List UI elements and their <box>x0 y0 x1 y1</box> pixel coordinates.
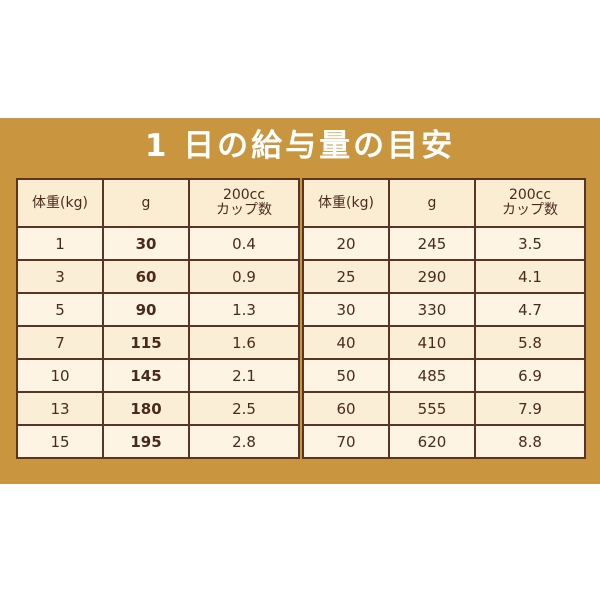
cell-grams: 410 <box>388 325 476 360</box>
cell-grams: 30 <box>102 226 190 261</box>
table-row: 10 145 2.1 <box>16 358 300 393</box>
cell-weight: 5 <box>16 292 104 327</box>
cell-cups: 0.4 <box>188 226 300 261</box>
cell-weight: 25 <box>302 259 390 294</box>
feeding-guide-panel: 1 日の給与量の目安 体重(kg) g 200cc カップ数 1 30 0.4 … <box>0 118 600 484</box>
cell-weight: 3 <box>16 259 104 294</box>
table-row: 20 245 3.5 <box>302 226 586 261</box>
cell-cups: 3.5 <box>474 226 586 261</box>
header-cups-line2: カップ数 <box>502 202 558 218</box>
cell-grams: 620 <box>388 424 476 459</box>
cell-grams: 245 <box>388 226 476 261</box>
table-row: 40 410 5.8 <box>302 325 586 360</box>
header-weight: 体重(kg) <box>16 178 104 228</box>
cell-grams: 290 <box>388 259 476 294</box>
cell-weight: 30 <box>302 292 390 327</box>
header-cups: 200cc カップ数 <box>474 178 586 228</box>
table-header-row: 体重(kg) g 200cc カップ数 <box>302 178 586 228</box>
table-row: 13 180 2.5 <box>16 391 300 426</box>
header-cups-line1: 200cc <box>508 187 552 203</box>
cell-grams: 195 <box>102 424 190 459</box>
cell-weight: 20 <box>302 226 390 261</box>
cell-grams: 145 <box>102 358 190 393</box>
table-row: 60 555 7.9 <box>302 391 586 426</box>
header-cups-line2: カップ数 <box>216 202 272 218</box>
cell-weight: 13 <box>16 391 104 426</box>
cell-weight: 1 <box>16 226 104 261</box>
cell-cups: 0.9 <box>188 259 300 294</box>
table-row: 30 330 4.7 <box>302 292 586 327</box>
header-grams: g <box>102 178 190 228</box>
cell-cups: 4.1 <box>474 259 586 294</box>
cell-cups: 7.9 <box>474 391 586 426</box>
table-header-row: 体重(kg) g 200cc カップ数 <box>16 178 300 228</box>
table-row: 1 30 0.4 <box>16 226 300 261</box>
cell-weight: 10 <box>16 358 104 393</box>
header-cups-line1: 200cc <box>222 187 266 203</box>
cell-weight: 15 <box>16 424 104 459</box>
cell-weight: 70 <box>302 424 390 459</box>
feeding-table-left: 体重(kg) g 200cc カップ数 1 30 0.4 3 60 0.9 5 <box>16 178 300 459</box>
table-row: 70 620 8.8 <box>302 424 586 459</box>
cell-cups: 5.8 <box>474 325 586 360</box>
cell-cups: 2.8 <box>188 424 300 459</box>
cell-grams: 555 <box>388 391 476 426</box>
cell-cups: 8.8 <box>474 424 586 459</box>
table-row: 50 485 6.9 <box>302 358 586 393</box>
cell-weight: 40 <box>302 325 390 360</box>
cell-weight: 60 <box>302 391 390 426</box>
cell-grams: 180 <box>102 391 190 426</box>
cell-weight: 7 <box>16 325 104 360</box>
cell-cups: 2.5 <box>188 391 300 426</box>
cell-cups: 1.6 <box>188 325 300 360</box>
header-grams: g <box>388 178 476 228</box>
feeding-table-right: 体重(kg) g 200cc カップ数 20 245 3.5 25 290 4.… <box>302 178 586 459</box>
cell-grams: 115 <box>102 325 190 360</box>
header-weight: 体重(kg) <box>302 178 390 228</box>
cell-grams: 90 <box>102 292 190 327</box>
cell-weight: 50 <box>302 358 390 393</box>
cell-cups: 4.7 <box>474 292 586 327</box>
cell-cups: 2.1 <box>188 358 300 393</box>
table-row: 25 290 4.1 <box>302 259 586 294</box>
table-row: 5 90 1.3 <box>16 292 300 327</box>
cell-grams: 330 <box>388 292 476 327</box>
cell-grams: 485 <box>388 358 476 393</box>
header-cups: 200cc カップ数 <box>188 178 300 228</box>
cell-cups: 6.9 <box>474 358 586 393</box>
page-title: 1 日の給与量の目安 <box>144 128 456 164</box>
cell-cups: 1.3 <box>188 292 300 327</box>
table-row: 15 195 2.8 <box>16 424 300 459</box>
table-row: 3 60 0.9 <box>16 259 300 294</box>
cell-grams: 60 <box>102 259 190 294</box>
table-row: 7 115 1.6 <box>16 325 300 360</box>
